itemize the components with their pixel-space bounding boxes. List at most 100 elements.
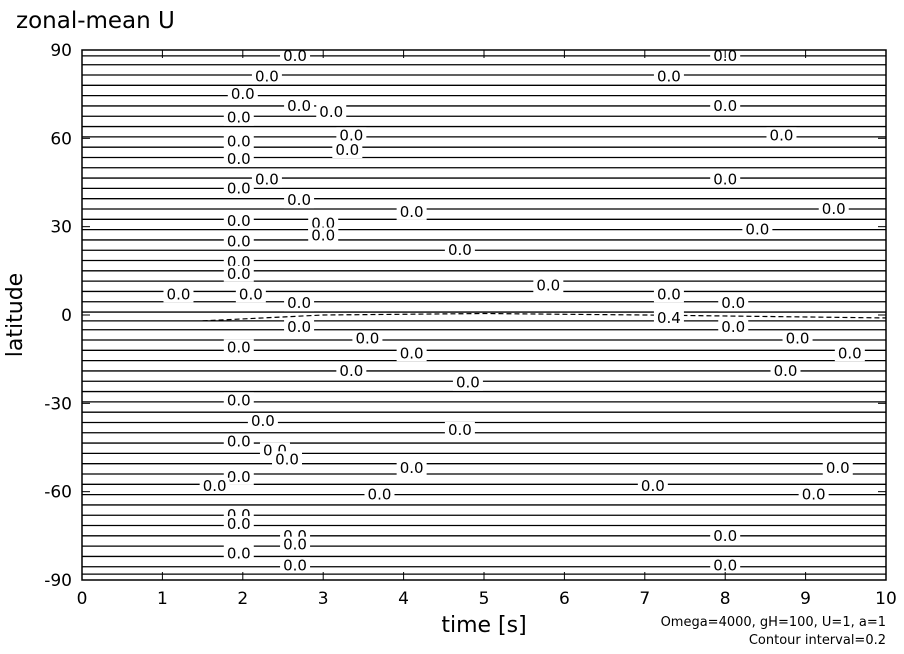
contour-label: 0.0 — [822, 200, 846, 218]
contour-label: 0.0 — [802, 486, 826, 504]
contour-label: 0.0 — [838, 344, 862, 362]
contour-label: 0.0 — [786, 330, 810, 348]
contour-label-bg — [710, 527, 741, 544]
contour-label-bg — [163, 286, 194, 303]
contour-label: 0.0 — [713, 171, 737, 189]
contour-label-bg — [834, 345, 865, 362]
contour-label: 0.0 — [826, 459, 850, 477]
contour-label: 0.0 — [456, 374, 480, 392]
contour-label-bg — [223, 265, 254, 282]
contour-label: 0.0 — [287, 97, 311, 115]
contour-label: 0.0 — [657, 68, 681, 86]
y-tick-label: -30 — [44, 394, 72, 414]
contour-label-bg — [742, 221, 773, 238]
contour-label: 0.0 — [227, 132, 251, 150]
contour-label: 0.0 — [536, 277, 560, 295]
contour-label-bg — [272, 451, 303, 468]
contour-label-bg — [533, 277, 564, 294]
contour-label: 0.0 — [657, 285, 681, 303]
contour-label-bg — [710, 171, 741, 188]
contour-label-bg — [284, 192, 315, 209]
contour-label: 0.0 — [319, 103, 343, 121]
contour-label-bg — [223, 516, 254, 533]
contour-label: 0.0 — [227, 150, 251, 168]
x-tick-label: 2 — [237, 589, 248, 609]
contour-label-bg — [223, 109, 254, 126]
x-tick-label: 9 — [800, 589, 811, 609]
contour-label: 0.0 — [203, 477, 227, 495]
x-axis-label: time [s] — [441, 613, 526, 638]
contour-label-bg — [822, 460, 853, 477]
contour-label-bg — [247, 413, 278, 429]
x-tick-label: 10 — [875, 589, 897, 609]
contour-label: 0.0 — [227, 391, 251, 409]
contour-label-bg — [818, 201, 849, 217]
contour-label-bg — [280, 47, 311, 64]
contour-label: 0.0 — [400, 203, 424, 221]
contour-label-bg — [364, 486, 395, 503]
contour-label-bg — [223, 392, 254, 409]
contour-label: 0.0 — [400, 344, 424, 362]
contour-label: 0.0 — [227, 179, 251, 197]
contour-label-bg — [251, 68, 282, 85]
contour-label-bg — [251, 171, 282, 188]
y-tick-label: 0 — [61, 306, 72, 326]
plot-area: 0.0 0.0 0.0 0.0 0.0 0.0 0.0 0.0 0.0 0.0 0.0 0.0 0.0 0… — [82, 47, 887, 575]
x-tick-label: 6 — [559, 589, 570, 609]
contour-label-bg — [223, 339, 254, 356]
contour-label: 0.0 — [239, 285, 263, 303]
contour-label: 0.0 — [251, 412, 275, 430]
y-tick-label: -90 — [44, 571, 72, 591]
x-tick-label: 0 — [77, 589, 88, 609]
contour-label-bg — [710, 97, 741, 114]
contour-label: 0.0 — [311, 227, 335, 245]
contour-label: 0.0 — [448, 241, 472, 259]
contour-label-bg — [280, 536, 311, 553]
contour-label-bg — [396, 345, 427, 362]
contour-label-bg — [223, 468, 254, 485]
y-tick-label: 90 — [50, 41, 72, 61]
contour-label: 0.0 — [227, 232, 251, 250]
contour-label: 0.0 — [283, 536, 307, 554]
contour-label-bg — [396, 460, 427, 477]
contour-label: 0.0 — [227, 338, 251, 356]
contour-label-bg — [284, 295, 315, 312]
contour-label: 0.0 — [287, 191, 311, 209]
contour-label: 0.0 — [721, 294, 745, 312]
y-axis-label: latitude — [3, 273, 28, 357]
contour-label-bg — [718, 318, 749, 335]
contour-label-bg — [223, 133, 254, 150]
contour-label-bg — [396, 203, 427, 220]
contour-label: 0.0 — [231, 85, 255, 103]
contour-label-bg — [770, 362, 801, 379]
contour-label: 0.0 — [400, 459, 424, 477]
contour-label: 0.0 — [227, 433, 251, 451]
contour-label: 0.0 — [713, 556, 737, 574]
contour-label-bg — [316, 103, 347, 120]
x-tick-label: 8 — [720, 589, 731, 609]
contour-label: 0.0 — [745, 221, 769, 239]
x-tick-label: 7 — [639, 589, 650, 609]
contour-label-bg — [637, 477, 668, 494]
contour-label: 0.0 — [283, 47, 307, 65]
contour-label: 0.0 — [721, 318, 745, 336]
contour-label: 0.0 — [227, 265, 251, 283]
contour-label: 0.0 — [774, 362, 798, 380]
contour-label-bg — [653, 309, 684, 326]
contour-label-bg — [452, 374, 483, 391]
x-tick-label: 3 — [318, 589, 329, 609]
chart-title: zonal-mean U — [16, 8, 175, 34]
contour-label: 0.0 — [255, 171, 279, 189]
contour-label: 0.0 — [339, 362, 363, 380]
contour-label-bg — [653, 68, 684, 85]
contour-label: 0.0 — [339, 126, 363, 144]
contour-label-bg — [336, 362, 367, 379]
contour-label-bg — [766, 127, 797, 144]
contour-label-bg — [284, 318, 315, 335]
y-tick-label: -60 — [44, 483, 72, 503]
contour-label-bg — [352, 330, 383, 347]
contour-label-bg — [223, 233, 254, 250]
contour-label: 0.0 — [641, 477, 665, 495]
contour-label: 0.0 — [713, 527, 737, 545]
contour-label: 0.0 — [770, 126, 794, 144]
